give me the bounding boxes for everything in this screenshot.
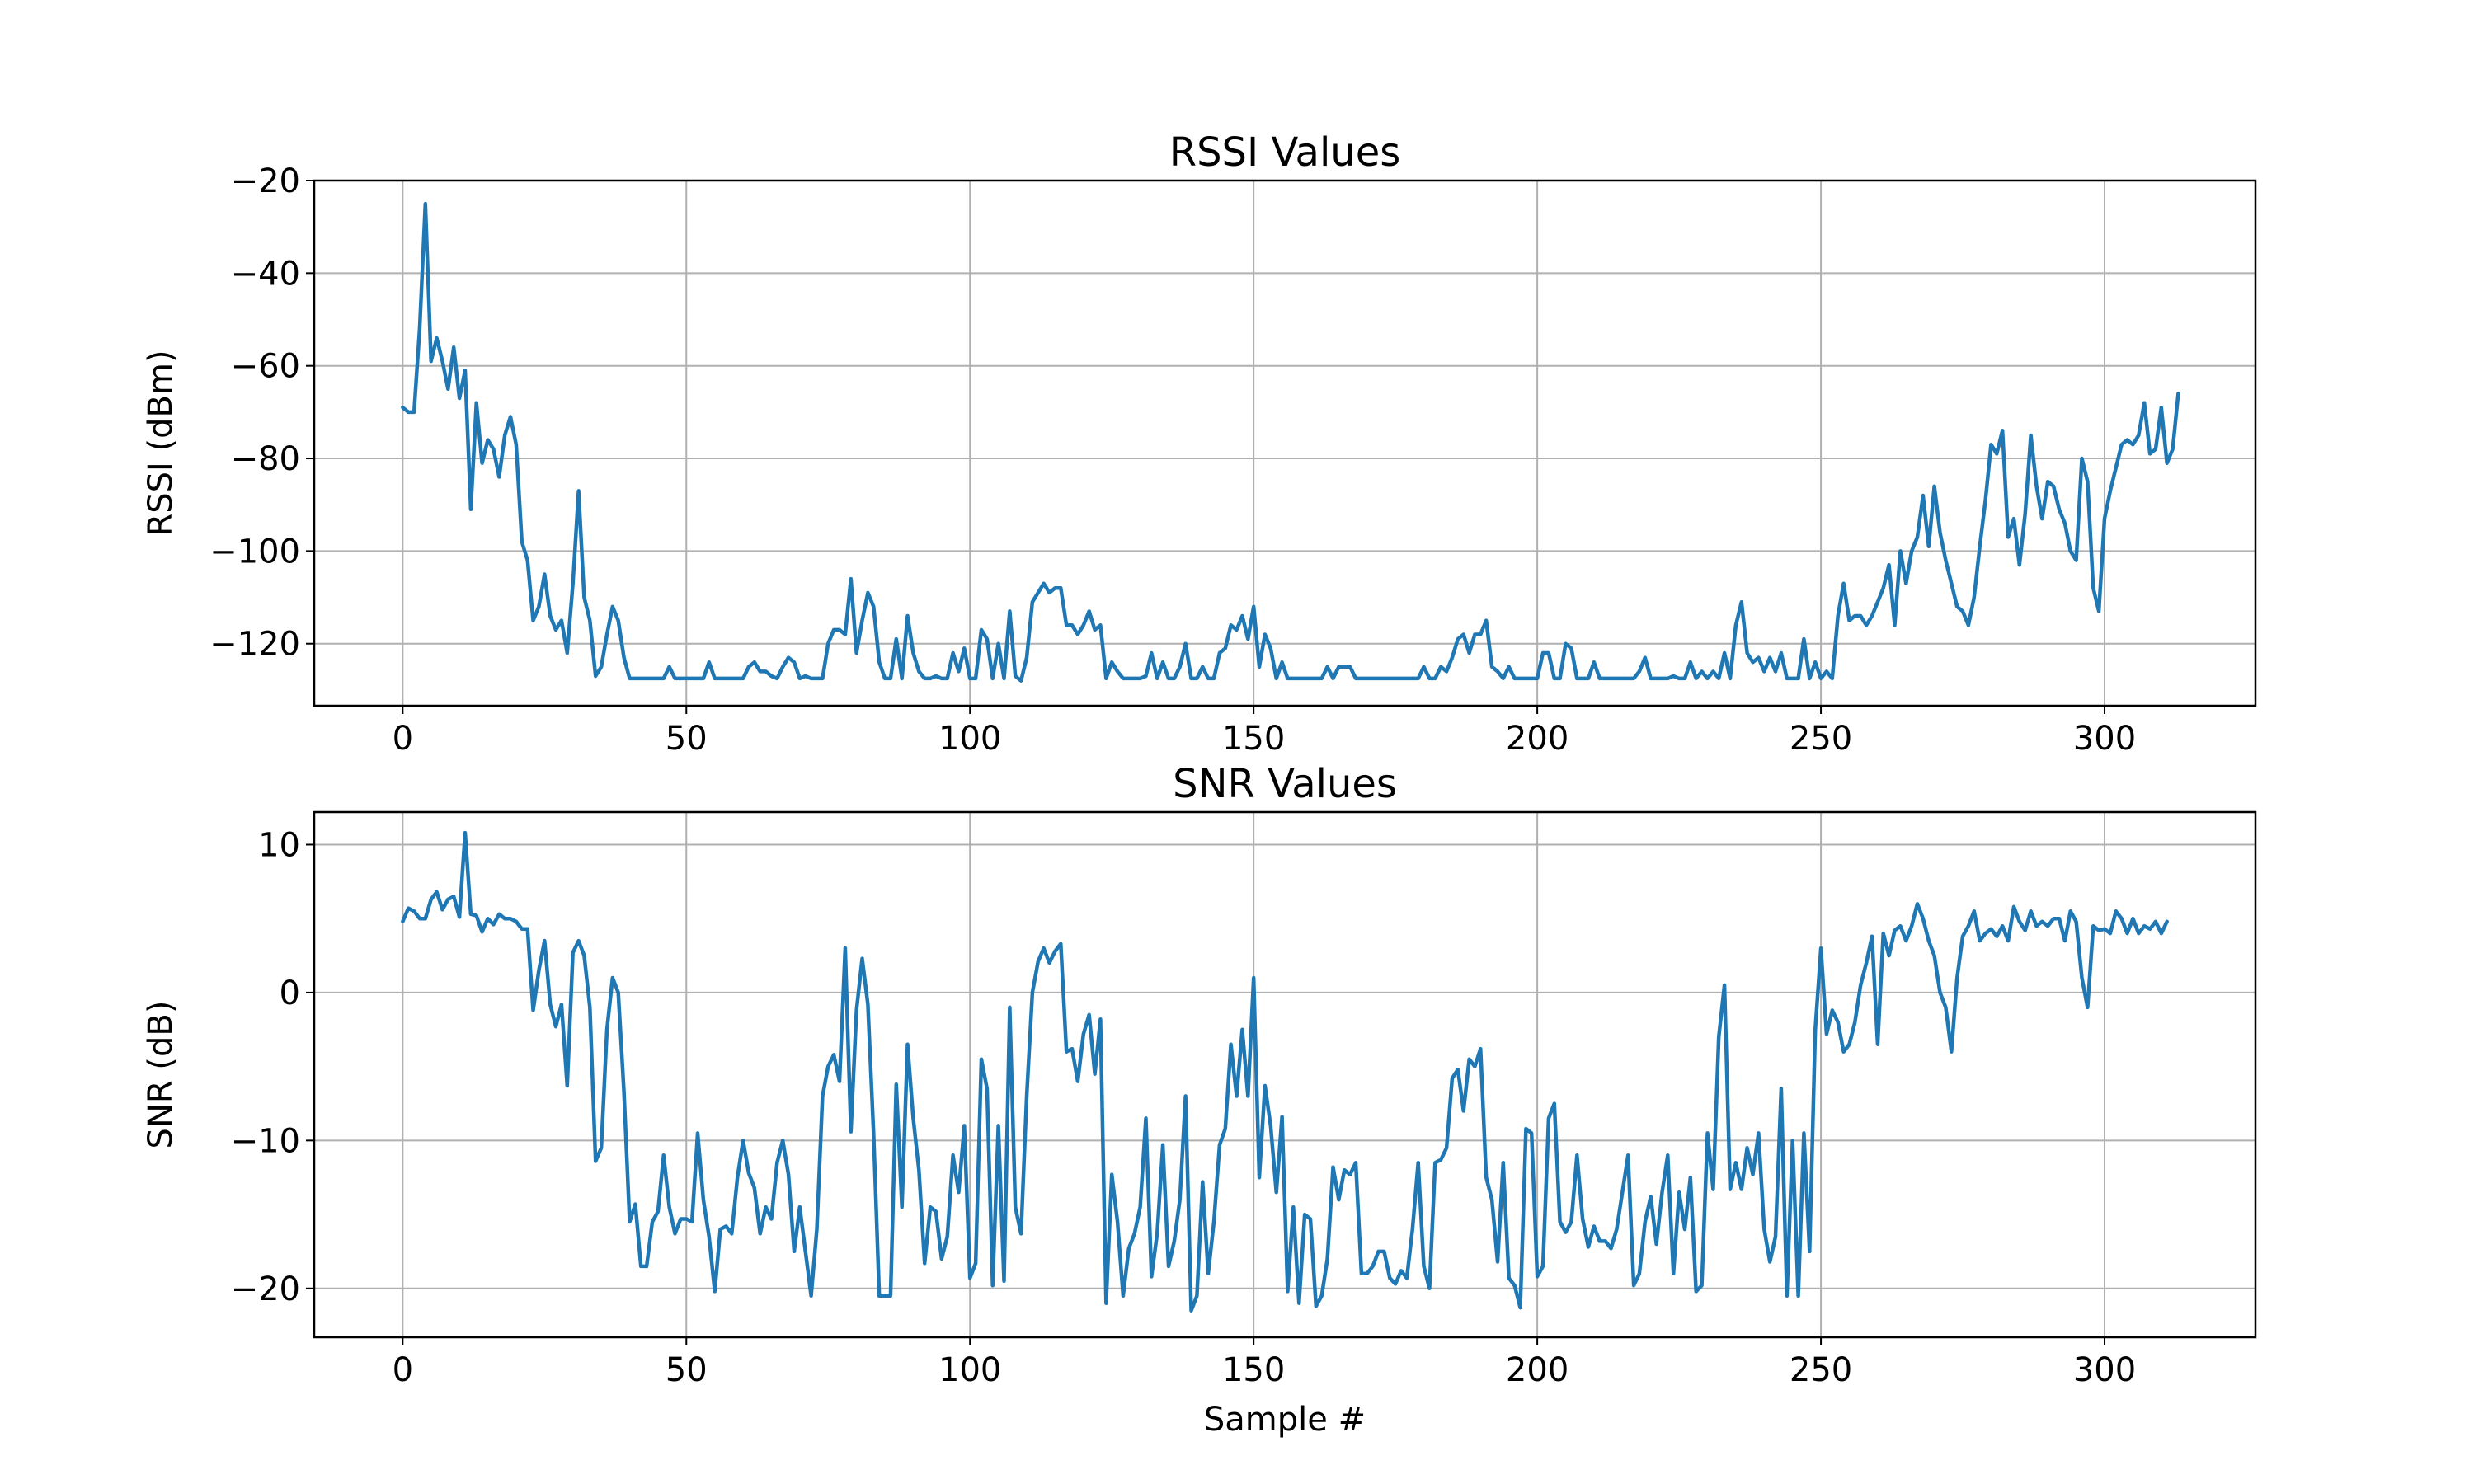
rssi-y-tick-label: −40 [231,255,300,293]
rssi-x-tick-label: 50 [666,720,708,758]
rssi-y-tick-label: −60 [231,348,300,386]
rssi-x-tick-label: 150 [1222,720,1285,758]
rssi-y-axis-label: RSSI (dBm) [142,350,180,536]
snr-y-tick-label: 0 [280,974,300,1012]
snr-series-line [401,830,2169,1313]
rssi-ticks: 0 50 100 150 200 250 300 −120 −100 −80 −60 −40 −20 [209,162,2136,758]
snr-y-tick-label: 10 [258,826,300,864]
rssi-x-tick-label: 200 [1506,720,1569,758]
snr-chart-title: SNR Values [1173,761,1397,807]
snr-x-tick-label: 300 [2073,1351,2136,1389]
rssi-y-tick-label: −80 [231,440,300,478]
snr-x-tick-label: 200 [1506,1351,1569,1389]
snr-x-tick-label: 250 [1790,1351,1852,1389]
snr-x-tick-label: 50 [666,1351,708,1389]
snr-y-axis-label: SNR (dB) [142,1001,180,1149]
rssi-x-tick-label: 300 [2073,720,2136,758]
rssi-x-tick-label: 100 [938,720,1001,758]
snr-x-axis-label: Sample # [1204,1401,1366,1439]
snr-y-tick-label: −20 [231,1270,300,1308]
rssi-y-tick-label: −100 [209,533,300,571]
rssi-y-tick-label: −20 [231,162,300,200]
rssi-gridlines [314,180,2255,706]
rssi-chart-title: RSSI Values [1169,129,1401,176]
snr-series [401,830,2169,1313]
snr-ticks: 0 50 100 150 200 250 300 −20 −10 0 10 [231,826,2137,1389]
snr-y-tick-label: −10 [231,1122,300,1160]
snr-x-tick-label: 150 [1222,1351,1285,1389]
rssi-series [401,201,2180,683]
rssi-series-line [401,201,2180,683]
snr-x-tick-label: 100 [938,1351,1001,1389]
snr-panel: 0 50 100 150 200 250 300 −20 −10 0 10 SNR Values S… [142,761,2257,1439]
snr-x-tick-label: 0 [393,1351,413,1389]
snr-axes-frame [313,810,2257,1339]
rssi-x-tick-label: 0 [393,720,413,758]
rssi-y-tick-label: −120 [209,626,300,664]
rssi-panel: 0 50 100 150 200 250 300 −120 −100 −80 −60 −40 −20 R… [142,129,2257,758]
rssi-x-tick-label: 250 [1790,720,1852,758]
rssi-axes-frame [313,179,2257,707]
